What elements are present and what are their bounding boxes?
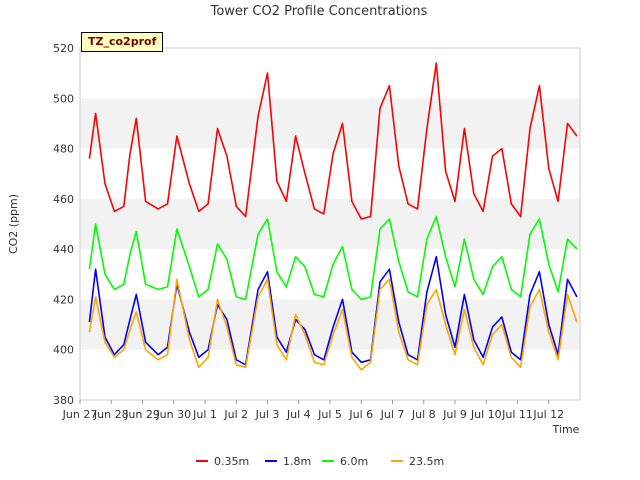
x-tick-label: Jul 6 bbox=[348, 408, 373, 421]
x-tick-label: Jul 2 bbox=[223, 408, 248, 421]
x-tick-label: Jun 28 bbox=[93, 408, 129, 421]
y-axis-ticks: 380 400 420 440 460 480 500 520 bbox=[53, 42, 74, 407]
x-tick-label: Jul 4 bbox=[286, 408, 311, 421]
legend-label-0.35m: 0.35m bbox=[214, 455, 249, 468]
grid-band bbox=[80, 299, 580, 350]
x-tick-label: Jul 12 bbox=[532, 408, 564, 421]
grid-bands bbox=[80, 98, 580, 350]
y-tick-label: 400 bbox=[53, 344, 74, 357]
x-tick-label: Jul 1 bbox=[192, 408, 217, 421]
legend-label-1.8m: 1.8m bbox=[283, 455, 311, 468]
series-line-0.35m bbox=[88, 62, 578, 220]
y-tick-label: 420 bbox=[53, 293, 74, 306]
x-tick-label: Jul 9 bbox=[442, 408, 467, 421]
x-tick-label: Jul 8 bbox=[411, 408, 436, 421]
grid-band bbox=[80, 98, 580, 149]
x-tick-label: Jun 30 bbox=[155, 408, 191, 421]
legend: 0.35m 1.8m 6.0m 23.5m bbox=[196, 455, 444, 468]
chart-title: Tower CO2 Profile Concentrations bbox=[210, 4, 428, 19]
y-tick-label: 460 bbox=[53, 193, 74, 206]
series-line-6.0m bbox=[88, 215, 578, 301]
y-tick-label: 440 bbox=[53, 243, 74, 256]
y-tick-label: 480 bbox=[53, 143, 74, 156]
x-tick-label: Jul 11 bbox=[501, 408, 533, 421]
x-tick-label: Jun 29 bbox=[124, 408, 160, 421]
grid-band bbox=[80, 198, 580, 250]
x-tick-label: Jun 27 bbox=[62, 408, 98, 421]
site-tag: TZ_co2prof bbox=[81, 32, 164, 52]
series-line-1.8m bbox=[88, 255, 578, 366]
x-tick-label: Jul 3 bbox=[255, 408, 280, 421]
x-axis-label: Time bbox=[552, 423, 580, 436]
y-tick-label: 500 bbox=[53, 92, 74, 105]
legend-label-23.5m: 23.5m bbox=[409, 455, 444, 468]
x-tick-label: Jul 10 bbox=[470, 408, 502, 421]
series-layer bbox=[88, 62, 578, 371]
x-tick-label: Jul 7 bbox=[380, 408, 405, 421]
x-tick-label: Jul 5 bbox=[317, 408, 342, 421]
legend-label-6.0m: 6.0m bbox=[340, 455, 368, 468]
series-line-23.5m bbox=[88, 278, 578, 371]
y-tick-label: 520 bbox=[53, 42, 74, 55]
y-axis-label: CO2 (ppm) bbox=[7, 194, 20, 254]
y-tick-label: 380 bbox=[53, 394, 74, 407]
